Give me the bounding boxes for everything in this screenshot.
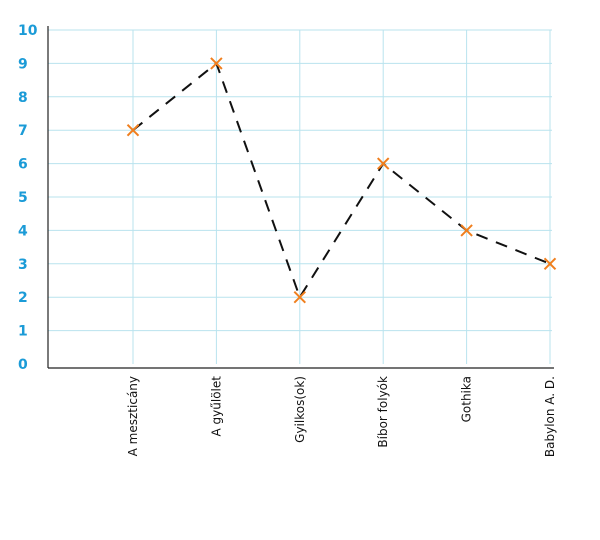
data-point-marker [543, 257, 557, 271]
y-tick-label: 7 [18, 123, 28, 139]
series-layer [132, 61, 551, 300]
y-tick-label: 10 [18, 23, 38, 39]
data-point-marker [293, 290, 307, 304]
data-point-marker [460, 224, 473, 237]
axis-layer [47, 26, 554, 369]
y-tick-label: 0 [18, 357, 28, 373]
y-tick-labels: 0 1 2 3 4 5 6 7 8 9 10 [18, 23, 38, 373]
data-point-marker [126, 123, 140, 137]
x-tick-label: A gyűlölet [209, 376, 223, 437]
marker-layer [126, 57, 557, 304]
data-point-marker [376, 157, 390, 170]
data-point-marker [210, 57, 223, 70]
x-tick-label: Gyilkos(ok) [293, 376, 307, 443]
x-tick-label: Gothika [460, 376, 474, 422]
series-line [132, 61, 551, 300]
y-tick-label: 6 [18, 157, 28, 173]
y-tick-label: 4 [18, 223, 28, 239]
y-tick-label: 1 [18, 324, 28, 340]
y-tick-label: 2 [18, 290, 28, 306]
y-tick-label: 9 [18, 56, 28, 72]
x-tick-labels: A meszticány A gyűlölet Gyilkos(ok) Bíbor f… [126, 376, 557, 457]
x-tick-label: Babylon A. D. [543, 376, 557, 457]
grid-layer [48, 29, 552, 364]
y-tick-label: 5 [18, 190, 28, 206]
x-tick-label: A meszticány [126, 376, 140, 456]
y-tick-label: 8 [18, 90, 28, 106]
x-tick-label: Bíbor folyók [376, 376, 390, 448]
y-tick-label: 3 [18, 257, 28, 273]
